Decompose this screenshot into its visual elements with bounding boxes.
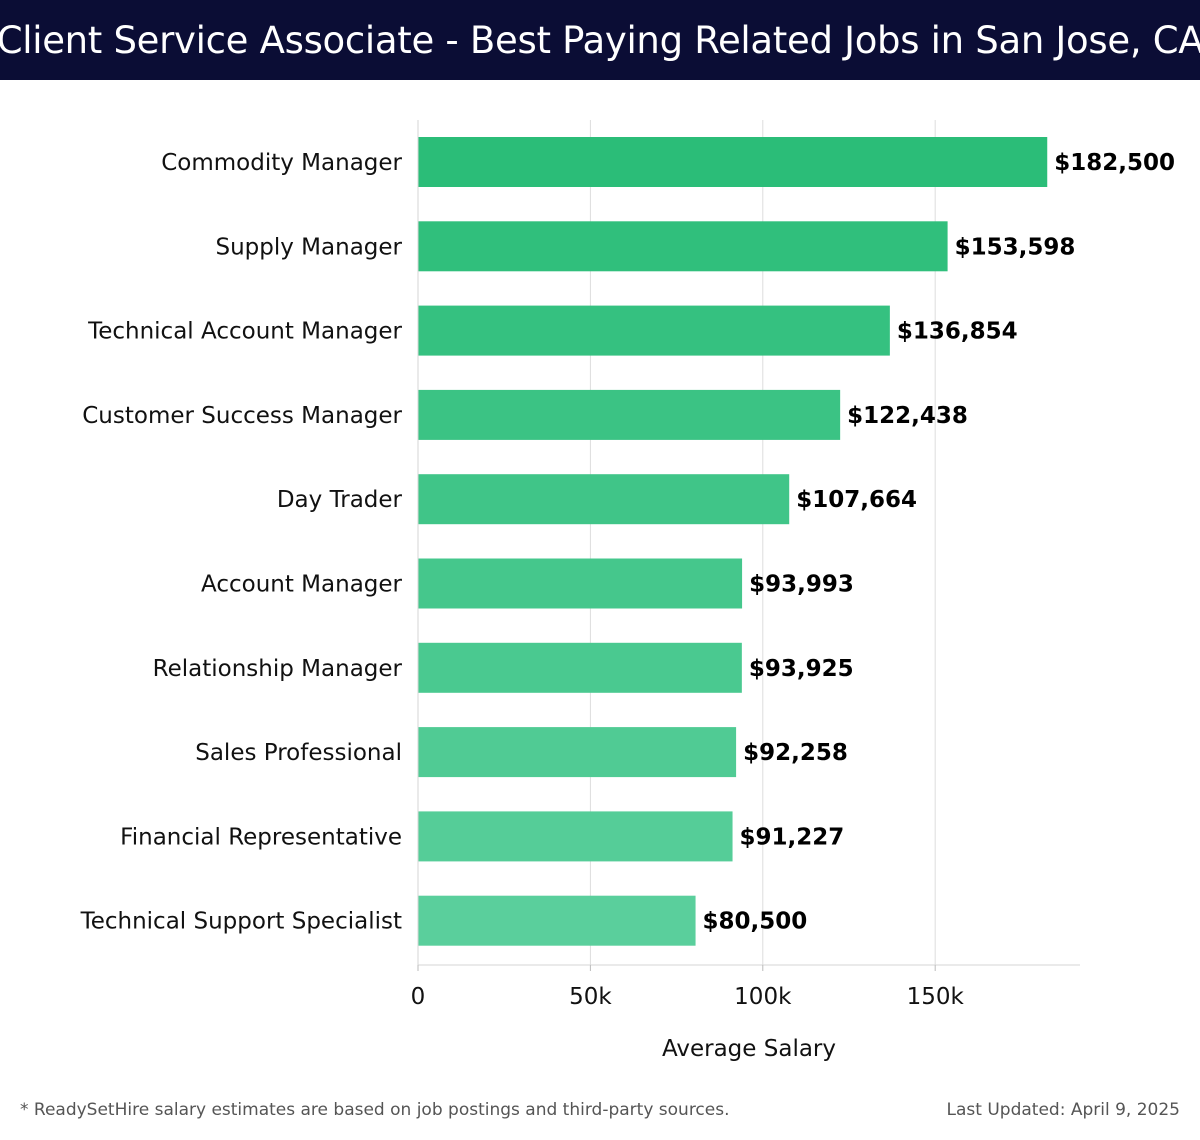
x-tick-label: 100k xyxy=(734,984,792,1010)
value-label: $80,500 xyxy=(703,909,808,935)
value-label: $153,598 xyxy=(955,234,1076,260)
category-label: Commodity Manager xyxy=(161,150,402,176)
bar xyxy=(418,474,790,525)
category-label: Financial Representative xyxy=(120,824,402,850)
category-label: Day Trader xyxy=(277,487,403,513)
category-label: Technical Support Specialist xyxy=(80,909,402,935)
bar xyxy=(418,895,696,946)
x-tick-label: 150k xyxy=(907,984,965,1010)
category-label: Sales Professional xyxy=(195,740,402,766)
value-label: $122,438 xyxy=(847,403,968,429)
bar xyxy=(418,305,890,356)
bar xyxy=(418,137,1048,187)
x-tick-label: 0 xyxy=(411,984,426,1010)
bar xyxy=(418,389,841,440)
chart-title: Client Service Associate - Best Paying R… xyxy=(0,18,1200,62)
value-label: $93,925 xyxy=(749,656,854,682)
x-tick-label: 50k xyxy=(569,984,612,1010)
category-label: Supply Manager xyxy=(215,234,402,260)
value-label: $93,993 xyxy=(749,572,854,598)
category-label: Customer Success Manager xyxy=(82,403,402,429)
bar xyxy=(418,558,743,609)
footnote: * ReadySetHire salary estimates are base… xyxy=(20,1100,730,1120)
value-label: $92,258 xyxy=(743,740,848,766)
bar xyxy=(418,811,733,862)
value-label: $107,664 xyxy=(796,487,917,513)
value-label: $136,854 xyxy=(897,319,1018,345)
last-updated: Last Updated: April 9, 2025 xyxy=(946,1100,1180,1120)
category-label: Relationship Manager xyxy=(153,656,403,682)
value-label: $182,500 xyxy=(1054,150,1175,176)
bar xyxy=(418,221,948,272)
axes: Commodity Manager $182,500 Supply Manager $… xyxy=(80,120,1175,1062)
chart-header: Client Service Associate - Best Paying R… xyxy=(0,0,1200,80)
bar-chart: Commodity Manager $182,500 Supply Manager $… xyxy=(80,120,1175,1062)
category-label: Account Manager xyxy=(201,572,403,598)
x-axis-title: Average Salary xyxy=(662,1036,836,1062)
bars xyxy=(418,137,1048,946)
bar xyxy=(418,727,737,778)
value-label: $91,227 xyxy=(740,824,845,850)
bar xyxy=(418,642,742,693)
category-label: Technical Account Manager xyxy=(87,319,402,345)
